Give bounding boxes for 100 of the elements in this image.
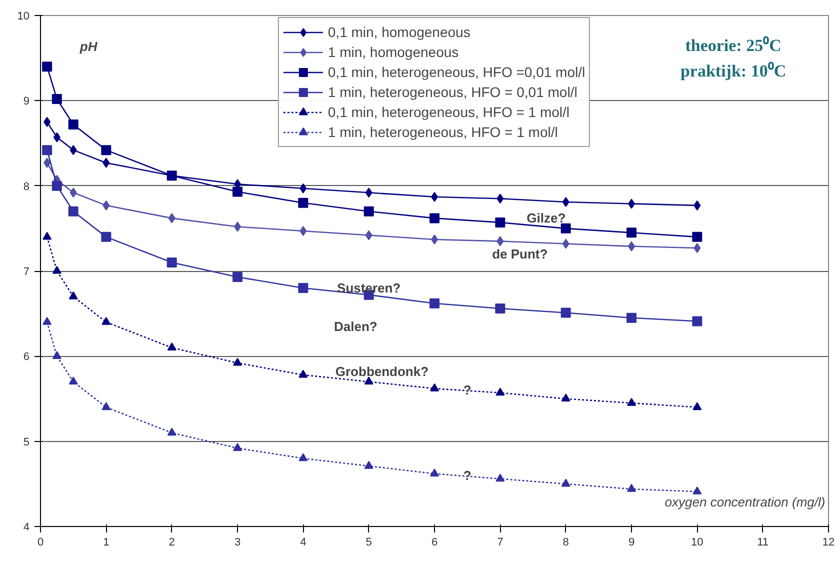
- annotation: Susteren?: [337, 280, 401, 296]
- point: [102, 158, 110, 168]
- point: [430, 298, 440, 308]
- x-tick-label: 8: [562, 536, 569, 548]
- point: [68, 291, 78, 300]
- point: [298, 283, 308, 294]
- x-tick-label: 10: [691, 536, 704, 548]
- point: [561, 478, 570, 487]
- point: [167, 428, 176, 436]
- legend-label: 0,1 min, heterogeneous, HFO =0,01 mol/l: [328, 64, 586, 80]
- point: [101, 232, 112, 242]
- point: [694, 200, 701, 210]
- x-tick-label: 3: [234, 536, 241, 548]
- legend-label: 0,1 min, homogeneous: [328, 24, 470, 40]
- point: [692, 232, 702, 242]
- x-axis-title: oxygen concentration (mg/l): [664, 494, 826, 510]
- point: [560, 308, 571, 318]
- point: [692, 402, 702, 410]
- point: [42, 316, 52, 325]
- point: [495, 217, 506, 228]
- x-tick-label: 1: [103, 536, 110, 548]
- point: [364, 376, 374, 385]
- point: [496, 388, 505, 396]
- point: [52, 180, 62, 191]
- x-tick-label: 7: [497, 536, 504, 548]
- y-axis-title: pH: [78, 38, 98, 54]
- point: [560, 223, 571, 234]
- point: [42, 145, 52, 156]
- point: [496, 236, 504, 246]
- point: [101, 145, 112, 156]
- point: [53, 132, 60, 142]
- point: [298, 453, 308, 462]
- point: [52, 351, 62, 359]
- point: [68, 376, 78, 385]
- y-tick-label: 4: [23, 522, 30, 534]
- point: [102, 402, 111, 410]
- annotation: praktijk: 10⁰C: [680, 61, 786, 80]
- point: [562, 238, 570, 249]
- y-tick-label: 8: [23, 180, 30, 193]
- annotation: theorie: 25⁰C: [685, 36, 782, 55]
- point: [627, 484, 636, 492]
- point: [232, 186, 242, 197]
- legend-label: 1 min, homogeneous: [328, 44, 459, 60]
- annotation: ?: [463, 382, 472, 398]
- annotation: ?: [463, 468, 472, 483]
- y-tick-label: 9: [23, 96, 30, 108]
- point: [102, 316, 111, 325]
- point: [694, 243, 701, 254]
- point: [495, 303, 506, 314]
- point: [70, 188, 77, 198]
- point: [298, 370, 308, 378]
- point: [102, 200, 110, 210]
- x-tick-label: 9: [628, 536, 635, 548]
- point: [692, 486, 702, 494]
- legend-label: 1 min, heterogeneous, HFO = 1 mol/l: [328, 124, 558, 140]
- point: [364, 206, 374, 216]
- y-tick-label: 6: [23, 351, 30, 364]
- x-tick-label: 5: [366, 536, 372, 548]
- point: [365, 188, 372, 198]
- annotation: Dalen?: [334, 318, 378, 334]
- x-tick-label: 11: [757, 536, 769, 548]
- point: [52, 94, 62, 104]
- legend-label: 0,1 min, heterogeneous, HFO = 1 mol/l: [328, 104, 570, 120]
- y-tick-label: 5: [23, 436, 30, 448]
- point: [300, 226, 307, 236]
- point: [626, 312, 636, 323]
- point: [298, 198, 308, 208]
- legend-label: 1 min, heterogeneous, HFO = 0,01 mol/l: [328, 84, 578, 100]
- point: [68, 206, 78, 216]
- point: [627, 398, 636, 406]
- point: [233, 358, 242, 366]
- y-tick-label: 10: [17, 10, 30, 22]
- x-tick-label: 2: [168, 536, 175, 548]
- point: [42, 232, 52, 240]
- y-tick-label: 7: [23, 266, 30, 278]
- point: [166, 257, 177, 268]
- annotation: de Punt?: [492, 246, 548, 262]
- x-tick-label: 4: [300, 536, 306, 548]
- point: [232, 272, 242, 282]
- point: [167, 342, 176, 350]
- point: [562, 197, 570, 208]
- point: [44, 116, 51, 127]
- point: [233, 443, 242, 451]
- point: [496, 474, 505, 482]
- annotation: Gilze?: [526, 210, 566, 226]
- point: [561, 394, 570, 402]
- point: [692, 316, 702, 326]
- x-tick-label: 0: [37, 536, 44, 548]
- point: [430, 383, 439, 392]
- point: [300, 183, 307, 194]
- point: [44, 158, 51, 168]
- x-tick-label: 12: [822, 536, 835, 548]
- x-tick-label: 6: [431, 536, 438, 548]
- annotation: Grobbendonk?: [335, 364, 429, 379]
- point: [364, 460, 374, 469]
- point: [365, 230, 372, 240]
- point: [168, 213, 176, 224]
- point: [430, 213, 440, 224]
- point: [626, 228, 636, 238]
- point: [52, 266, 62, 274]
